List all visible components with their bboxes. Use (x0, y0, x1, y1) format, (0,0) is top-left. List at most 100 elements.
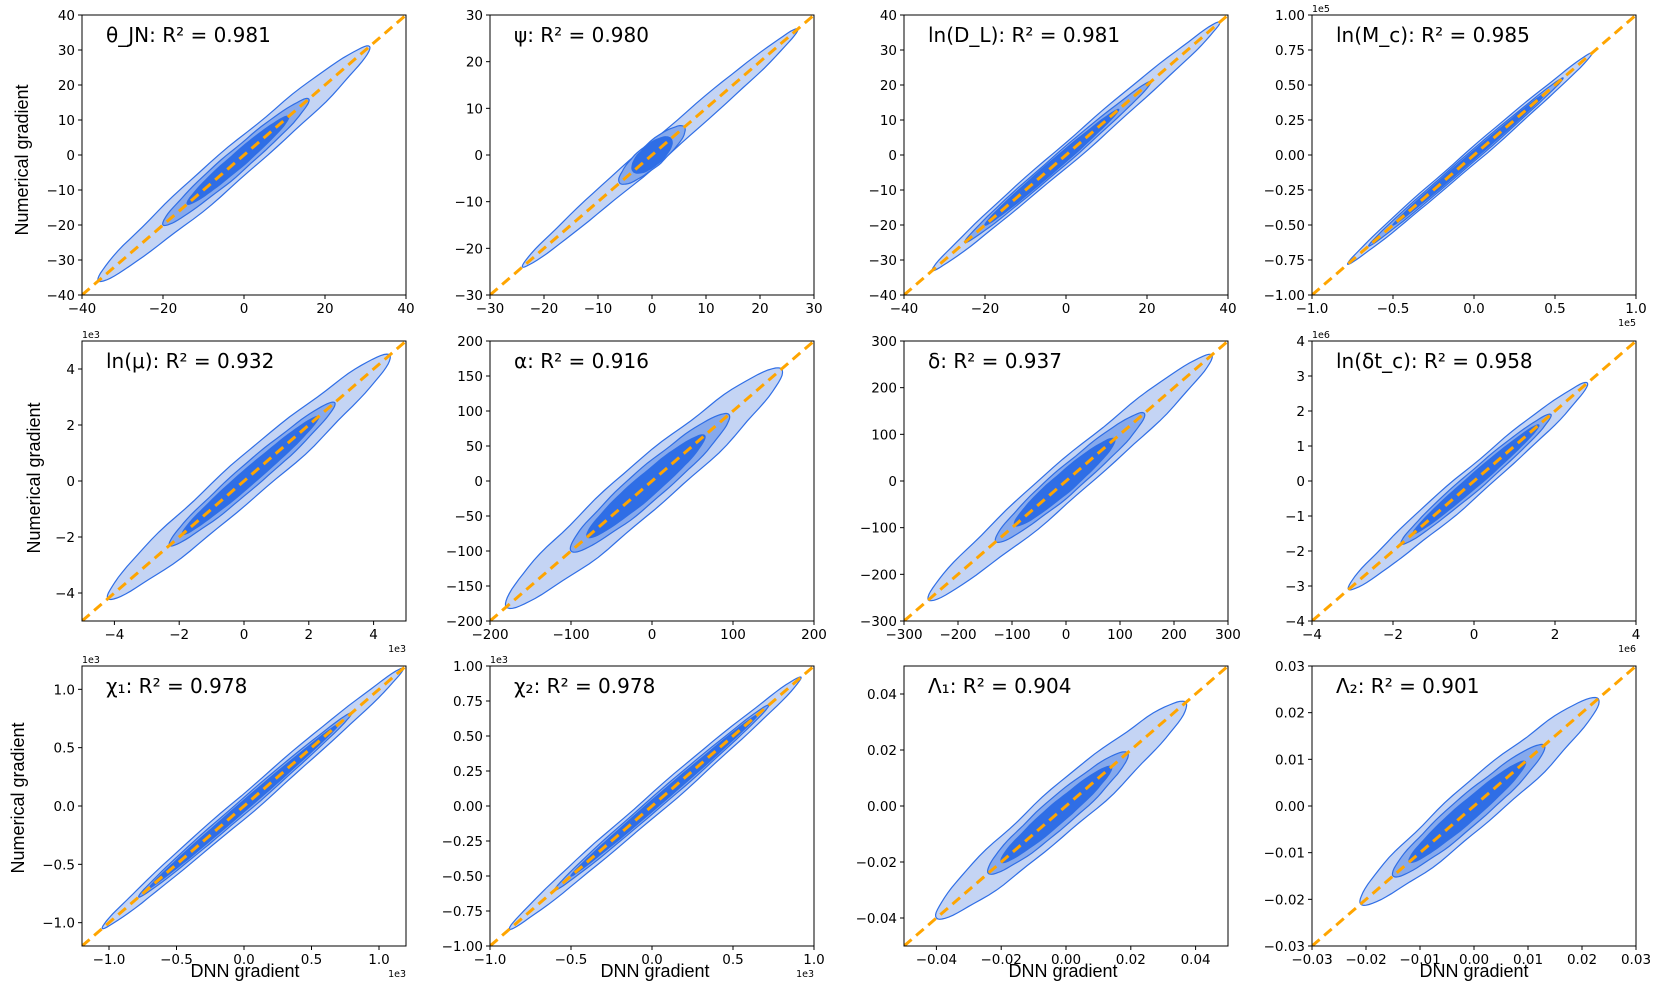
panel-5-x-offset-label: 1e3 (388, 644, 406, 655)
panel-9-xtick-label: 0.0 (233, 952, 254, 968)
panel-9-ytick-label: −1.0 (42, 916, 75, 932)
panel-6-xtick-label: 100 (720, 627, 746, 643)
panel-1-ytick-label: −10 (47, 183, 76, 199)
panel-1-ytick-label: 40 (58, 8, 75, 24)
panel-2-xtick-label: −10 (584, 301, 613, 317)
panel-11-title: Λ₁: R² = 0.904 (928, 674, 1071, 698)
panel-6-ytick-label: 100 (457, 404, 483, 420)
panel-1-ytick-label: 10 (58, 113, 75, 129)
panel-8-ytick-label: 1 (1296, 439, 1305, 455)
panel-5: −4 −2 0 2 4 −4 −2 0 2 4 1e3 1e3 ln(μ): R² = 0.932 (55, 330, 407, 655)
panel-12-ytick-label: 0.03 (1275, 659, 1305, 675)
panel-6-identity-line (490, 341, 814, 621)
panel-12-xtick-label: −0.01 (1399, 952, 1440, 968)
panel-9-xtick-label: 0.5 (301, 952, 322, 968)
panel-12-xtick-label: 0.02 (1567, 952, 1597, 968)
panel-9-y-offset-label: 1e3 (82, 655, 100, 666)
ylabel-row-2: Numerical gradient (24, 402, 44, 553)
panel-8-ytick-label: 4 (1296, 334, 1305, 350)
panel-1-xtick-label: 0 (240, 301, 249, 317)
panel-5-ytick-label: 2 (66, 418, 75, 434)
panel-7-ytick-label: 300 (871, 334, 897, 350)
panel-4-y-offset-label: 1e5 (1312, 4, 1330, 15)
panel-11-xtick-label: 0.04 (1181, 952, 1211, 968)
panel-8-y-offset-label: 1e6 (1312, 330, 1330, 341)
panel-10-plot-area (490, 666, 814, 946)
panel-5-ytick-label: 4 (66, 362, 75, 378)
panel-4-ytick-label: −0.25 (1264, 183, 1305, 199)
panel-6-plot-area (490, 341, 814, 621)
xlabel-col-3: DNN gradient (1008, 961, 1117, 981)
panel-2-xtick-label: 10 (697, 301, 714, 317)
panel-5-xtick-label: 4 (369, 627, 378, 643)
panel-11-ytick-label: −0.02 (856, 855, 897, 871)
panel-11-ytick-label: 0.02 (867, 743, 897, 759)
panel-10-ytick-label: 0.50 (453, 729, 483, 745)
panel-9-plot-area (82, 666, 406, 946)
panel-9-ytick-label: −0.5 (42, 857, 75, 873)
panel-4-identity-line (1312, 15, 1636, 295)
panel-5-ytick-label: 0 (66, 474, 75, 490)
panel-3-ytick-label: 30 (880, 43, 897, 59)
panel-2-xtick-label: 20 (751, 301, 768, 317)
panel-9-ytick-label: 0.5 (54, 741, 75, 757)
panel-10-xtick-label: 1.0 (803, 952, 824, 968)
panel-1-contour-inner (186, 115, 290, 206)
panel-1: −40 −20 0 20 40 −40 −30 −20 −10 0 10 20 30 40 θ_JN: R²… (47, 8, 415, 317)
panel-7-xtick-label: 300 (1215, 627, 1241, 643)
xlabel-col-1: DNN gradient (190, 961, 299, 981)
panel-5-contour-inner (181, 415, 320, 536)
panel-3-ytick-label: 20 (880, 78, 897, 94)
panel-10-ytick-label: 0.00 (453, 799, 483, 815)
panel-4-ytick-label: 0.25 (1275, 113, 1305, 129)
panel-4-xtick-label: 0.5 (1544, 301, 1565, 317)
panel-2-xtick-label: −20 (530, 301, 559, 317)
panel-4-ytick-label: 0.50 (1275, 78, 1305, 94)
panel-5-ytick-label: −4 (55, 586, 75, 602)
panel-12-ytick-label: 0.00 (1275, 799, 1305, 815)
panel-7-ytick-label: 200 (871, 381, 897, 397)
panel-6-ytick-label: 150 (457, 369, 483, 385)
panel-5-xtick-label: 0 (240, 627, 249, 643)
panel-3: −40 −20 0 20 40 −40 −30 −20 −10 0 10 20 30 40 ln(D_L):… (869, 8, 1237, 317)
panel-4-xtick-label: −0.5 (1377, 301, 1410, 317)
panel-11: −0.04 −0.02 0.00 0.02 0.04 −0.04 −0.02 0.00 0.02… (856, 665, 1229, 968)
panel-10-title: χ₂: R² = 0.978 (514, 674, 655, 698)
panel-2-xtick-label: 0 (648, 301, 657, 317)
panel-1-xtick-label: 40 (397, 301, 414, 317)
panel-10-ytick-label: −0.50 (442, 869, 483, 885)
panel-2-ytick-label: −30 (455, 288, 484, 304)
panel-3-title: ln(D_L): R² = 0.981 (928, 23, 1120, 47)
panel-2-ytick-label: −10 (455, 195, 484, 211)
panel-10-xtick-label: 0.0 (641, 952, 662, 968)
panel-5-xtick-label: −4 (104, 627, 124, 643)
panel-11-xtick-label: −0.02 (981, 952, 1022, 968)
panel-8-ytick-label: 2 (1296, 404, 1305, 420)
panel-7: −300 −200 −100 0 100 200 300 −300 −200 −100 0 100 20… (860, 334, 1241, 643)
panel-7-ytick-label: −200 (860, 567, 897, 583)
panel-3-ytick-label: −10 (869, 183, 898, 199)
panel-11-ytick-label: 0.00 (867, 799, 897, 815)
panel-2-plot-area (490, 15, 814, 295)
panel-6-ytick-label: −150 (446, 579, 483, 595)
panel-6: −200 −100 0 100 200 −200 −150 −100 −50 0 50 100 150 2… (446, 334, 827, 643)
panel-12-ytick-label: −0.03 (1264, 939, 1305, 955)
panel-12-ytick-label: 0.01 (1275, 752, 1305, 768)
panel-2-ytick-label: 10 (466, 101, 483, 117)
panel-6-xtick-label: 0 (648, 627, 657, 643)
panel-5-xtick-label: 2 (305, 627, 314, 643)
panel-4-ytick-label: −1.00 (1264, 288, 1305, 304)
panel-2-xtick-label: −30 (476, 301, 505, 317)
panel-1-ytick-label: 0 (66, 148, 75, 164)
panel-10-ytick-label: −0.25 (442, 834, 483, 850)
panel-9-title: χ₁: R² = 0.978 (106, 674, 247, 698)
panel-8-identity-line (1312, 341, 1636, 621)
panel-11-ytick-label: 0.04 (867, 687, 897, 703)
panel-7-ytick-label: −300 (860, 614, 897, 630)
panel-1-ytick-label: 20 (58, 78, 75, 94)
panel-10-y-offset-label: 1e3 (490, 655, 508, 666)
panel-4: −1.0 −0.5 0.0 0.5 1.0 −1.00 −0.75 −0.50 −0.25 0.0… (1264, 4, 1647, 329)
panel-4-title: ln(M_c): R² = 0.985 (1336, 23, 1530, 47)
